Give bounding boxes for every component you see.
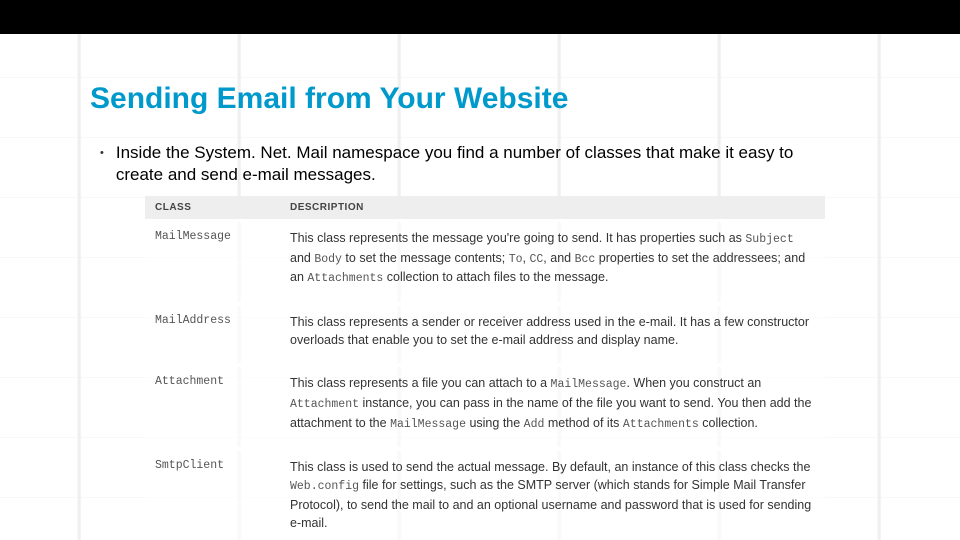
class-description-cell: This class is used to send the actual me…	[280, 449, 825, 540]
class-description-cell: This class represents a sender or receiv…	[280, 304, 825, 365]
inline-code: Web.config	[290, 480, 359, 493]
col-header-class: CLASS	[145, 196, 280, 221]
col-header-description: DESCRIPTION	[280, 196, 825, 221]
inline-code: Bcc	[575, 253, 596, 266]
classes-table: CLASS DESCRIPTION MailMessageThis class …	[145, 196, 825, 540]
inline-code: To	[509, 253, 523, 266]
bullet-item: • Inside the System. Net. Mail namespace…	[90, 142, 870, 186]
slide-content: Sending Email from Your Website • Inside…	[0, 0, 960, 540]
table-body: MailMessageThis class represents the mes…	[145, 221, 825, 540]
class-name-cell: MailAddress	[145, 304, 280, 365]
table-row: AttachmentThis class represents a file y…	[145, 365, 825, 449]
class-description-cell: This class represents a file you can att…	[280, 365, 825, 449]
table-row: SmtpClientThis class is used to send the…	[145, 449, 825, 540]
class-name-cell: MailMessage	[145, 221, 280, 305]
table-row: MailMessageThis class represents the mes…	[145, 221, 825, 305]
class-name-cell: SmtpClient	[145, 449, 280, 540]
inline-code: Body	[314, 253, 342, 266]
inline-code: MailMessage	[390, 418, 466, 431]
inline-code: Attachments	[623, 418, 699, 431]
table-row: MailAddressThis class represents a sende…	[145, 304, 825, 365]
inline-code: Attachments	[307, 272, 383, 285]
inline-code: Subject	[745, 233, 793, 246]
class-description-cell: This class represents the message you're…	[280, 221, 825, 305]
slide-title: Sending Email from Your Website	[90, 82, 870, 116]
inline-code: MailMessage	[551, 378, 627, 391]
inline-code: CC	[529, 253, 543, 266]
inline-code: Add	[524, 418, 545, 431]
class-name-cell: Attachment	[145, 365, 280, 449]
inline-code: Attachment	[290, 398, 359, 411]
bullet-text: Inside the System. Net. Mail namespace y…	[116, 142, 816, 186]
bullet-marker: •	[100, 142, 104, 186]
